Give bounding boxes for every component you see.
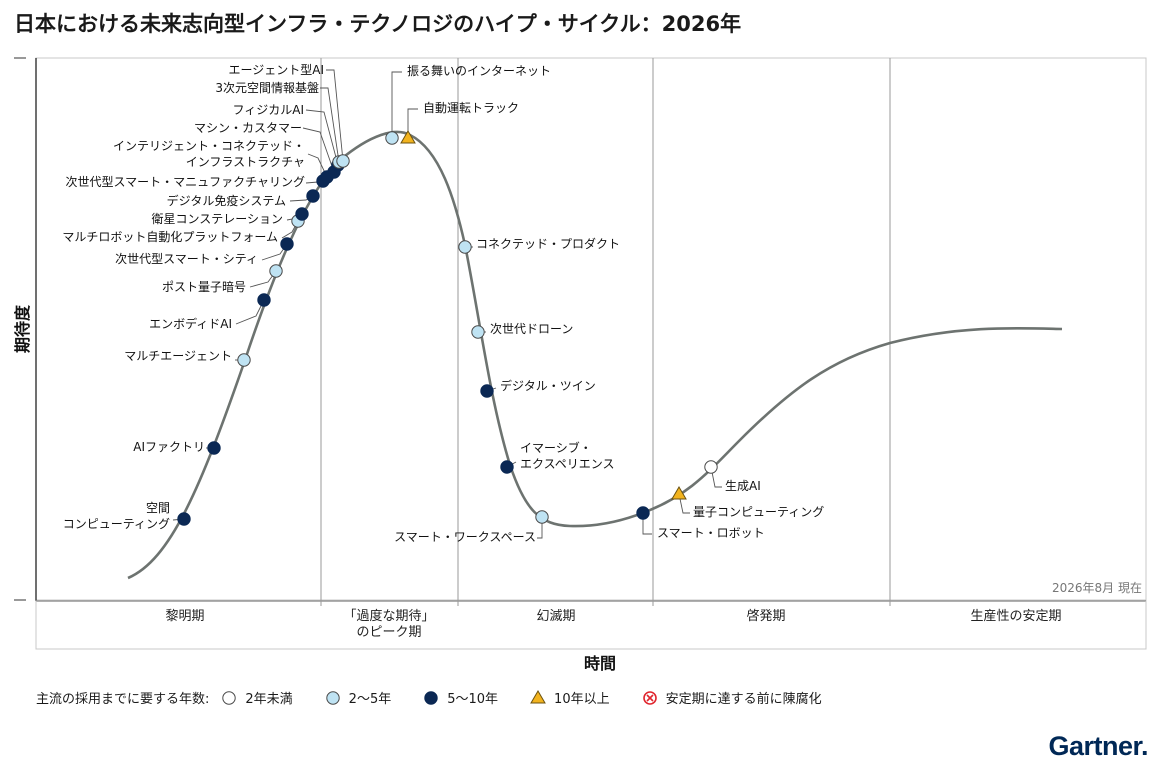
legend-title: 主流の採用までに要する年数: xyxy=(36,692,210,707)
technology-label: マルチロボット自動化プラットフォーム xyxy=(62,230,278,244)
legend-label: 2年未満 xyxy=(245,692,293,707)
leader-line xyxy=(391,71,402,138)
phase-label: 生産性の安定期 xyxy=(970,608,1061,624)
leader-line xyxy=(302,127,335,173)
technology-marker xyxy=(269,264,283,278)
phase-label: 幻滅期 xyxy=(536,609,575,624)
phase-label: 黎明期 xyxy=(165,609,204,624)
technology-marker xyxy=(400,130,416,144)
technology-marker xyxy=(385,131,399,145)
leader-line xyxy=(307,153,328,178)
technology-label: デジタル・ツイン xyxy=(500,378,596,393)
technology-label: AIファクトリ xyxy=(133,440,205,454)
legend-swatch xyxy=(530,689,546,703)
leader-line xyxy=(320,87,340,163)
legend: 主流の採用までに要する年数: 2年未満 2〜5年 5〜10年 10年以上 安定期に達する前… xyxy=(36,688,854,707)
technology-label: インテリジェント・コネクテッド・インフラストラクチャ xyxy=(113,139,305,169)
technology-label: フィジカルAI xyxy=(232,103,304,117)
legend-item: 安定期に達する前に陳腐化 xyxy=(642,688,822,707)
leader-line xyxy=(537,517,543,539)
technology-label: スマート・ワークスペース xyxy=(394,530,536,544)
technology-marker xyxy=(704,460,718,474)
y-axis-label: 期待度 xyxy=(13,304,32,353)
technology-marker xyxy=(471,325,485,339)
technology-marker xyxy=(500,460,514,474)
phase-band xyxy=(35,600,1147,650)
technology-label: 量子コンピューティング xyxy=(693,505,824,519)
gartner-logo: Gartner. xyxy=(1048,731,1148,761)
technology-marker xyxy=(257,293,271,307)
legend-marker xyxy=(642,690,657,705)
technology-label: デジタル免疫システム xyxy=(167,193,286,208)
legend-swatch xyxy=(424,690,438,705)
technology-marker xyxy=(535,510,549,524)
legend-swatch xyxy=(222,690,237,705)
technology-label: 衛星コンステレーション xyxy=(151,212,283,226)
legend-item: 2年未満 xyxy=(221,688,293,707)
leader-line xyxy=(678,493,690,514)
legend-label: 安定期に達する前に陳腐化 xyxy=(665,692,822,707)
legend-label: 10年以上 xyxy=(554,692,610,707)
technology-marker xyxy=(207,441,221,455)
technology-marker xyxy=(177,512,191,526)
date-note: 2026年8月 現在 xyxy=(1052,581,1142,595)
technology-label: 振る舞いのインターネット xyxy=(407,64,551,78)
leader-line xyxy=(642,513,652,535)
technology-label: マルチエージェント xyxy=(124,349,232,363)
technology-marker xyxy=(636,506,650,520)
phase-label: 啓発期 xyxy=(746,609,785,624)
technology-label: ポスト量子暗号 xyxy=(162,279,246,294)
legend-label: 5〜10年 xyxy=(447,692,499,707)
phase-label: 「過度な期待」のピーク期 xyxy=(343,608,434,640)
technology-label: コネクテッド・プロダクト xyxy=(476,236,620,251)
technology-label: 次世代ドローン xyxy=(490,322,573,336)
technology-marker xyxy=(237,353,251,367)
legend-item: 10年以上 xyxy=(530,688,610,707)
legend-item: 5〜10年 xyxy=(423,688,498,707)
legend-marker xyxy=(325,690,340,705)
technology-label: スマート・ロボット xyxy=(657,526,765,540)
technology-label: エンボディドAI xyxy=(149,316,232,331)
technology-marker xyxy=(306,189,320,203)
x-axis-label: 時間 xyxy=(584,654,616,673)
technology-marker xyxy=(280,237,294,251)
technology-marker xyxy=(336,154,350,168)
leader-line xyxy=(407,108,418,138)
technology-marker xyxy=(480,384,494,398)
chart-title: 日本における未来志向型インフラ・テクノロジのハイプ・サイクル：2026年 xyxy=(14,12,742,36)
legend-marker xyxy=(424,690,438,705)
legend-marker xyxy=(530,689,546,703)
leader-line xyxy=(326,69,344,162)
technology-label: マシン・カスタマー xyxy=(194,121,302,135)
technology-marker xyxy=(671,486,687,500)
legend-swatch xyxy=(325,690,340,705)
technology-label: 3次元空間情報基盤 xyxy=(215,81,319,95)
leader-line xyxy=(710,466,722,488)
technology-label: イマーシブ・エクスペリエンス xyxy=(520,440,615,471)
technology-label: 次世代型スマート・シティ xyxy=(115,252,258,266)
legend-marker xyxy=(222,690,237,705)
leader-line xyxy=(305,109,339,166)
technology-label: エージェント型AI xyxy=(228,63,324,77)
technology-label: 空間コンピューティング xyxy=(63,501,170,531)
technology-label: 次世代型スマート・マニュファクチャリング xyxy=(65,175,305,189)
technology-marker xyxy=(458,240,472,254)
technology-marker xyxy=(295,207,309,221)
legend-label: 2〜5年 xyxy=(348,692,392,707)
technology-label: 生成AI xyxy=(725,479,761,493)
technology-label: 自動運転トラック xyxy=(423,101,519,115)
legend-swatch xyxy=(642,690,657,705)
legend-item: 2〜5年 xyxy=(325,688,392,707)
